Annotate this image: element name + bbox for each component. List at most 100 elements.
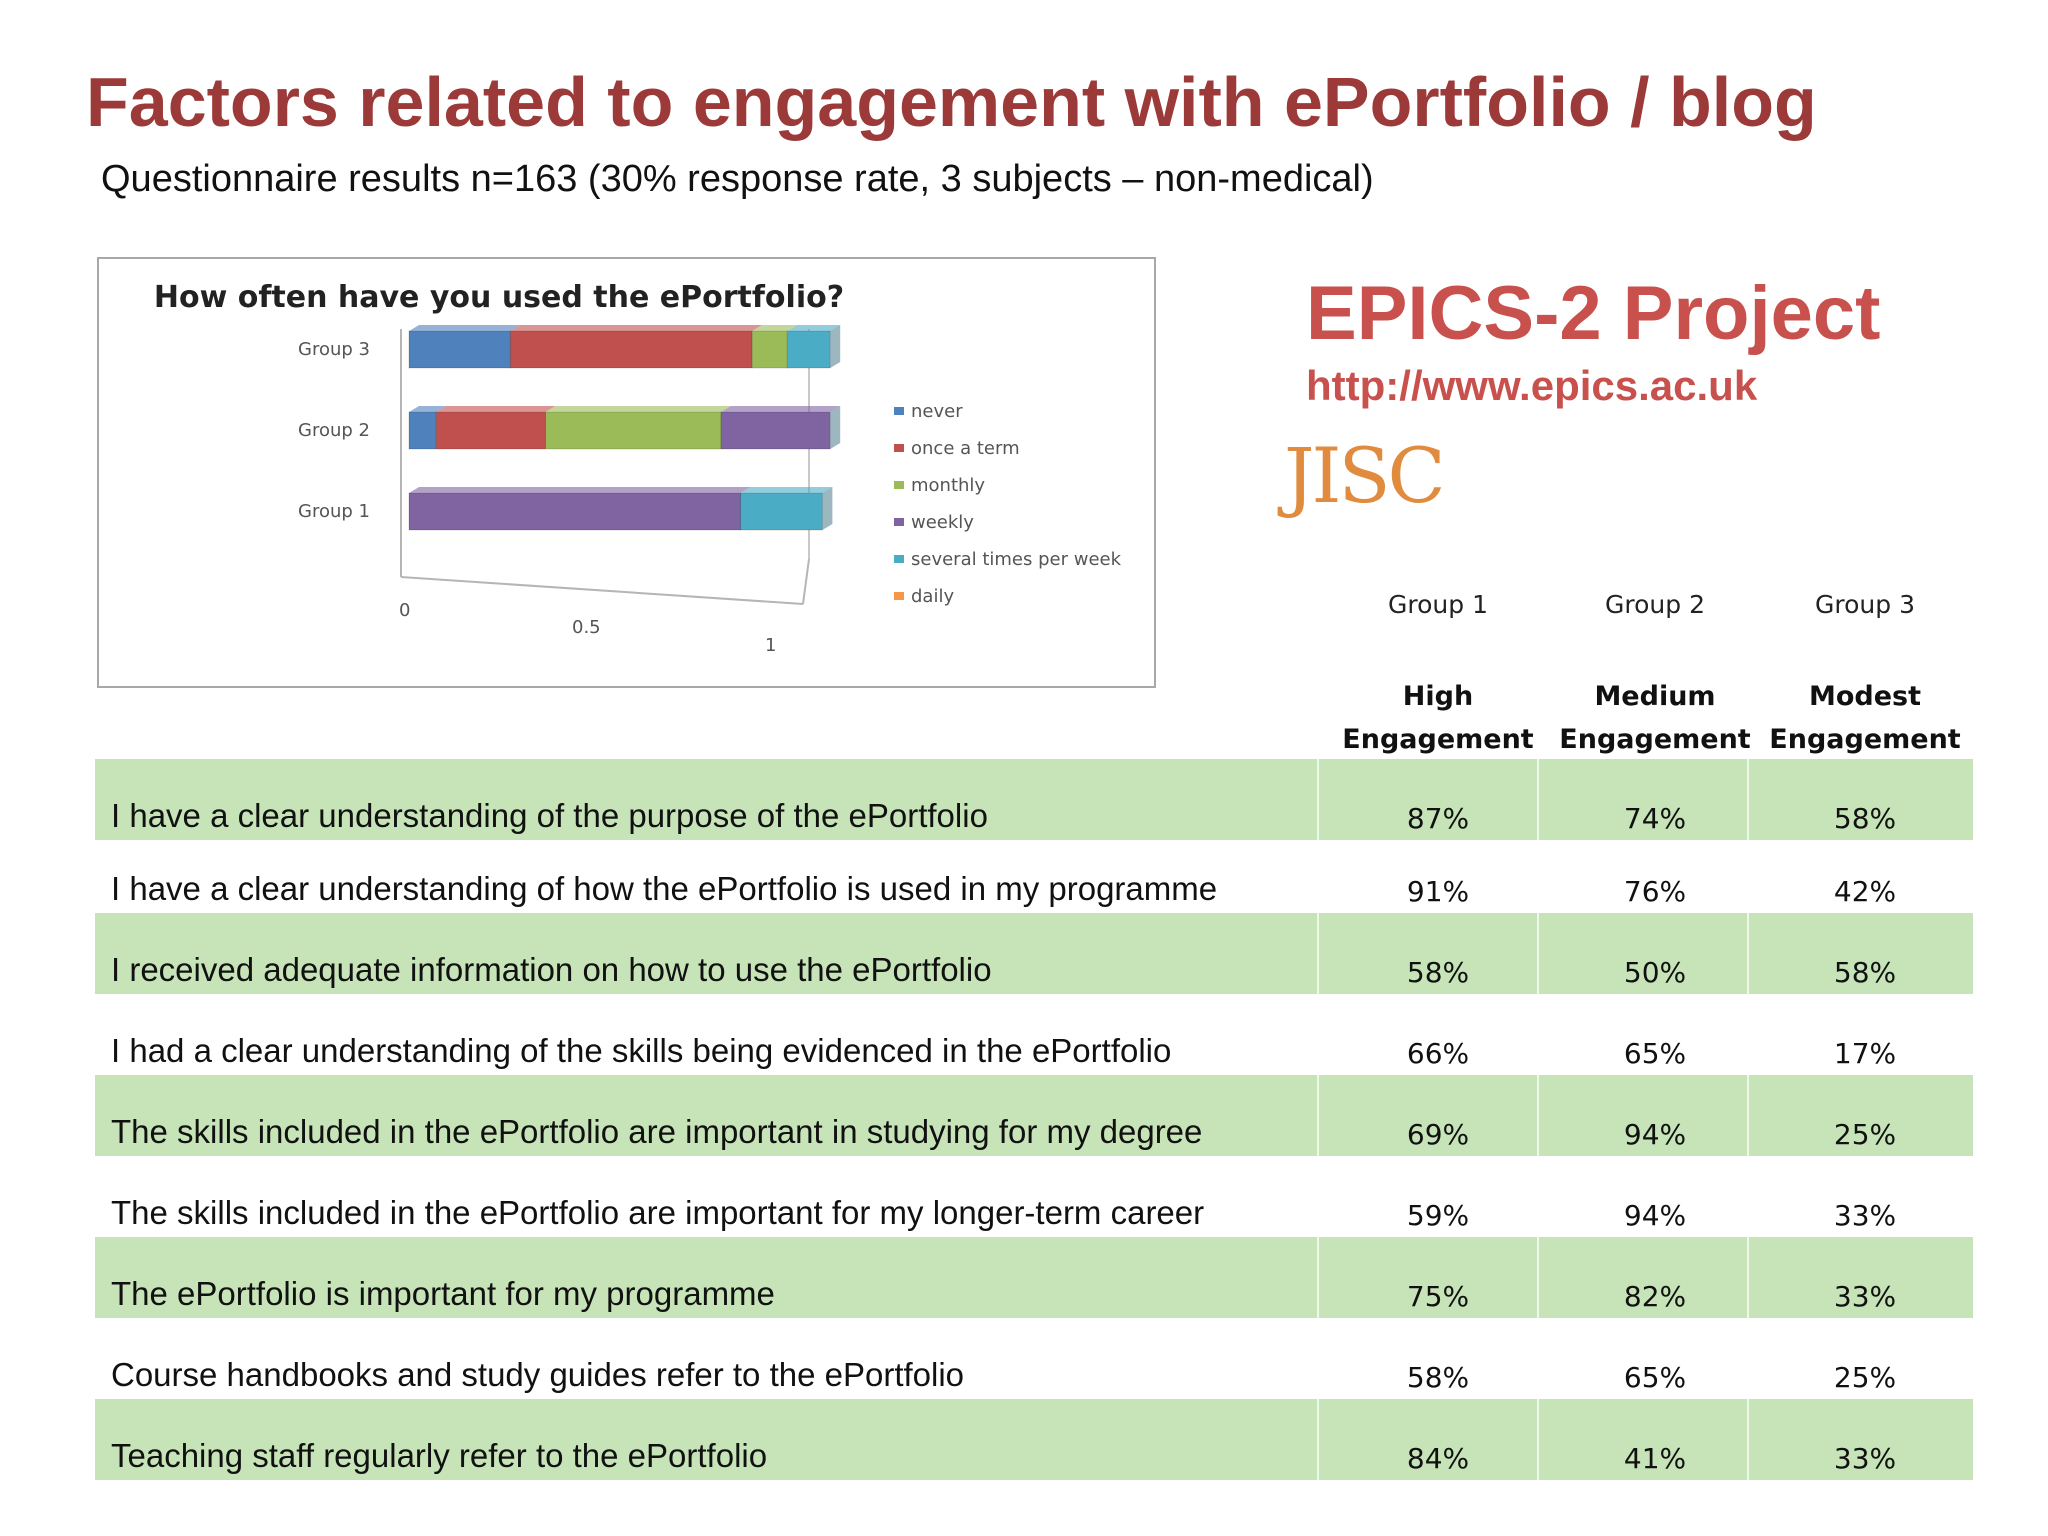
legend-swatch: [894, 592, 904, 600]
value-group-1: 91%: [1406, 875, 1470, 908]
value-group-2: 41%: [1623, 1442, 1687, 1475]
group-header-1: Group 1: [1388, 590, 1488, 619]
legend-label: several times per week: [911, 549, 1122, 570]
legend-label: once a term: [911, 438, 1020, 459]
engagement-header-3: Modest Engagement: [1755, 675, 1975, 761]
engagement-level: High: [1402, 681, 1474, 712]
legend-swatch: [894, 407, 904, 415]
value-group-2: 94%: [1623, 1118, 1687, 1151]
group-header-2: Group 2: [1605, 590, 1705, 619]
bar-segment-top: [545, 406, 731, 412]
category-label: Group 3: [298, 339, 370, 360]
bar-segment: [545, 411, 722, 450]
legend-label: never: [911, 401, 963, 422]
row-statement: The skills included in the ePortfolio ar…: [111, 1194, 1205, 1231]
bar-end-face: [830, 325, 841, 368]
bar-segment-top: [752, 325, 798, 331]
table-row: I had a clear understanding of the skill…: [95, 994, 1973, 1075]
value-group-3: 17%: [1833, 1037, 1897, 1070]
value-group-2: 65%: [1623, 1037, 1687, 1070]
engagement-level: Medium: [1594, 681, 1716, 712]
engagement-header-1: High Engagement: [1328, 675, 1548, 761]
value-group-2: 50%: [1623, 956, 1687, 989]
bar-segment: [740, 492, 823, 531]
usage-chart: How often have you used the ePortfolio? …: [97, 257, 1156, 688]
group-header-3: Group 3: [1815, 590, 1915, 619]
value-group-3: 58%: [1833, 956, 1897, 989]
value-group-1: 66%: [1406, 1037, 1470, 1070]
bar-segment-top: [409, 487, 751, 493]
table-row: I have a clear understanding of how the …: [95, 840, 1973, 913]
chart-title: How often have you used the ePortfolio?: [154, 280, 844, 315]
x-tick-label: 0: [399, 600, 410, 621]
value-group-2: 74%: [1623, 802, 1687, 835]
engagement-header-2: Medium Engagement: [1545, 675, 1765, 761]
usage-chart-svg: How often have you used the ePortfolio? …: [154, 280, 1122, 656]
value-group-1: 58%: [1406, 956, 1470, 989]
project-title: EPICS-2 Project: [1306, 271, 1881, 356]
legend-label: daily: [911, 586, 954, 607]
legend-label: monthly: [911, 475, 985, 496]
legend-label: weekly: [911, 512, 974, 533]
value-group-1: 75%: [1406, 1280, 1470, 1313]
engagement-word: Engagement: [1769, 724, 1961, 755]
chart-floor-edge: [802, 558, 810, 605]
table-row: The ePortfolio is important for my progr…: [95, 1237, 1973, 1318]
jisc-logo: JISC: [1284, 431, 1446, 520]
row-statement: I received adequate information on how t…: [111, 951, 992, 988]
page-subtitle: Questionnaire results n=163 (30% respons…: [101, 158, 1374, 200]
bar-segment-top: [740, 487, 833, 493]
page-title: Factors related to engagement with ePort…: [86, 63, 1817, 141]
value-group-3: 58%: [1833, 802, 1897, 835]
project-url[interactable]: http://www.epics.ac.uk: [1306, 362, 1758, 409]
bar-segment: [751, 330, 788, 369]
chart-x-axis: [400, 576, 804, 605]
x-tick-label: 0.5: [572, 617, 601, 638]
engagement-level: Modest: [1808, 681, 1922, 712]
row-statement: Course handbooks and study guides refer …: [111, 1356, 965, 1393]
value-group-1: 84%: [1406, 1442, 1470, 1475]
bar-segment: [408, 330, 511, 369]
bar-segment: [720, 411, 831, 450]
x-tick-label: 1: [765, 635, 776, 656]
bar-segment-top: [409, 406, 447, 412]
value-group-3: 25%: [1833, 1361, 1897, 1394]
row-statement: I had a clear understanding of the skill…: [111, 1032, 1172, 1069]
table-row: The skills included in the ePortfolio ar…: [95, 1156, 1973, 1237]
value-group-3: 33%: [1833, 1199, 1897, 1232]
bar-segment-top: [436, 406, 556, 412]
bar-segment-top: [409, 325, 521, 331]
value-group-1: 58%: [1406, 1361, 1470, 1394]
row-statement: Teaching staff regularly refer to the eP…: [111, 1437, 768, 1474]
bar-segment: [509, 330, 753, 369]
bar-end-face: [822, 487, 833, 530]
row-statement: The skills included in the ePortfolio ar…: [111, 1113, 1203, 1150]
bar-segment: [435, 411, 546, 450]
row-statement: The ePortfolio is important for my progr…: [111, 1275, 775, 1312]
value-group-2: 65%: [1623, 1361, 1687, 1394]
category-label: Group 1: [298, 501, 370, 522]
value-group-3: 25%: [1833, 1118, 1897, 1151]
bar-segment-top: [510, 325, 763, 331]
value-group-1: 69%: [1406, 1118, 1470, 1151]
value-group-1: 87%: [1406, 802, 1470, 835]
table-row: I have a clear understanding of the purp…: [95, 759, 1973, 840]
value-group-3: 33%: [1833, 1280, 1897, 1313]
bar-segment: [408, 492, 741, 531]
engagement-word: Engagement: [1342, 724, 1534, 755]
bar-segment-top: [721, 406, 841, 412]
table-row: Teaching staff regularly refer to the eP…: [95, 1399, 1973, 1480]
engagement-word: Engagement: [1559, 724, 1751, 755]
table-row: Course handbooks and study guides refer …: [95, 1318, 1973, 1399]
table-row: The skills included in the ePortfolio ar…: [95, 1075, 1973, 1156]
bar-segment-top: [787, 325, 841, 331]
bar-segment: [786, 330, 831, 369]
bar-end-face: [830, 406, 841, 449]
legend-swatch: [894, 444, 904, 452]
bar-segment: [408, 411, 437, 450]
legend-swatch: [894, 555, 904, 563]
value-group-2: 82%: [1623, 1280, 1687, 1313]
value-group-1: 59%: [1406, 1199, 1470, 1232]
row-statement: I have a clear understanding of the purp…: [111, 797, 988, 834]
table-row: I received adequate information on how t…: [95, 913, 1973, 994]
